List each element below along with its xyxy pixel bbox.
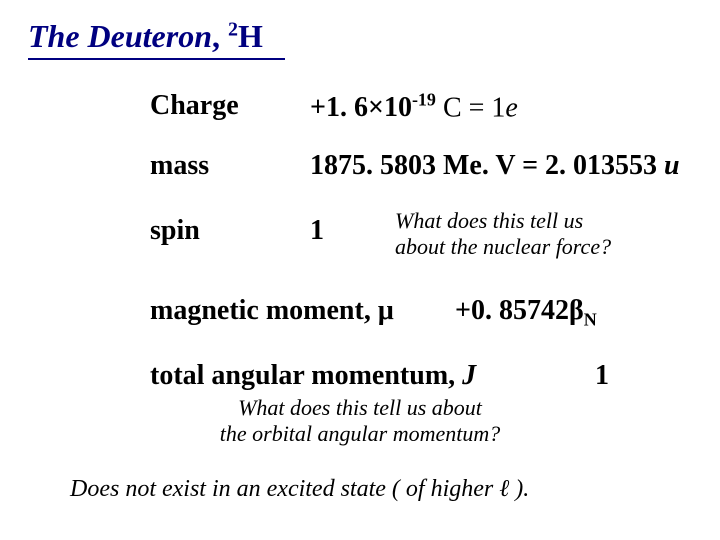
charge-c: C = 1 [436,92,505,123]
label-charge: Charge [150,90,239,122]
note-spin: What does this tell us about the nuclear… [395,208,611,261]
label-mass: mass [150,150,209,182]
charge-exp: -19 [412,90,436,110]
ell-icon: ℓ [499,476,509,502]
magmom-a: +0. 85742 [455,295,569,326]
beta-icon: β [569,295,584,326]
footer-b: ). [509,476,529,502]
label-magmom: magnetic moment, μ [150,295,394,327]
footer-a: Does not exist in an excited state ( of … [70,476,499,502]
footer-note: Does not exist in an excited state ( of … [70,475,670,504]
title-element: H [238,18,263,54]
value-spin: 1 [310,215,324,247]
note-angmom-l2: the orbital angular momentum? [220,421,501,446]
angmom-j: J [462,360,476,391]
value-mass: 1875. 5803 Me. V = 2. 013553 u [310,150,680,182]
note-spin-l2: about the nuclear force? [395,234,611,259]
title-main: The Deuteron [28,18,212,54]
value-angmom: 1 [595,360,609,392]
charge-a: +1. 6 [310,92,368,123]
mu-icon: μ [378,295,394,326]
charge-e: e [505,92,517,123]
note-angmom: What does this tell us about the orbital… [185,395,535,448]
label-spin: spin [150,215,200,247]
value-charge: +1. 6×10-19 C = 1e [310,90,518,124]
title-comma: , [212,18,228,54]
note-angmom-l1: What does this tell us about [238,395,482,420]
mass-a: 1875. 5803 Me. V = 2. 013553 [310,150,664,181]
magmom-label-a: magnetic moment, [150,295,378,326]
value-magmom: +0. 85742βN [455,295,597,331]
charge-times: × [368,92,384,123]
magmom-sub: N [584,310,597,330]
note-spin-l1: What does this tell us [395,208,583,233]
slide-title: The Deuteron, 2H [28,18,263,55]
mass-u: u [664,150,680,181]
label-angmom: total angular momentum, J [150,360,476,392]
title-super: 2 [228,18,238,40]
angmom-label-a: total angular momentum, [150,360,462,391]
title-underline [28,58,285,60]
charge-b: 10 [384,92,412,123]
